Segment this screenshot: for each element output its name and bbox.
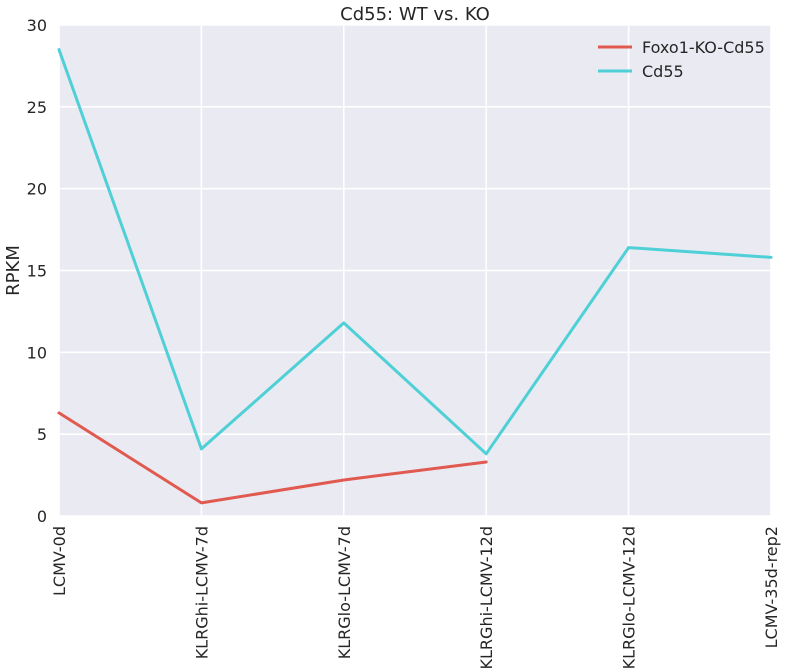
legend-label: Cd55 xyxy=(642,62,684,81)
y-tick-label: 25 xyxy=(27,98,47,117)
y-tick-label: 30 xyxy=(27,16,47,35)
y-tick-labels: 0 5 10 15 20 25 30 xyxy=(27,16,47,526)
grid-lines xyxy=(58,24,772,517)
series-line xyxy=(57,411,488,505)
x-tick-label: LCMV-35d-rep2 xyxy=(762,526,781,648)
y-tick-label: 20 xyxy=(27,180,47,199)
legend-label: Foxo1-KO-Cd55 xyxy=(642,38,765,57)
x-tick-label: KLRGlo-LCMV-12d xyxy=(620,526,639,669)
y-tick-label: 10 xyxy=(27,343,47,362)
chart-title: Cd55: WT vs. KO xyxy=(340,4,490,25)
y-tick-label: 0 xyxy=(37,507,47,526)
legend: Foxo1-KO-Cd55 Cd55 xyxy=(598,38,765,81)
series-layer xyxy=(57,48,773,505)
x-tick-label: KLRGhi-LCMV-7d xyxy=(192,526,211,659)
series-line xyxy=(57,48,773,456)
y-tick-label: 15 xyxy=(27,262,47,281)
y-tick-label: 5 xyxy=(37,425,47,444)
x-tick-labels: LCMV-0d KLRGhi-LCMV-7d KLRGlo-LCMV-7d KLRGh… xyxy=(50,526,781,669)
x-tick-label: KLRGlo-LCMV-7d xyxy=(335,526,354,659)
x-tick-label: LCMV-0d xyxy=(50,526,69,596)
x-tick-label: KLRGhi-LCMV-12d xyxy=(477,526,496,669)
y-axis-label: RPKM xyxy=(3,245,24,296)
